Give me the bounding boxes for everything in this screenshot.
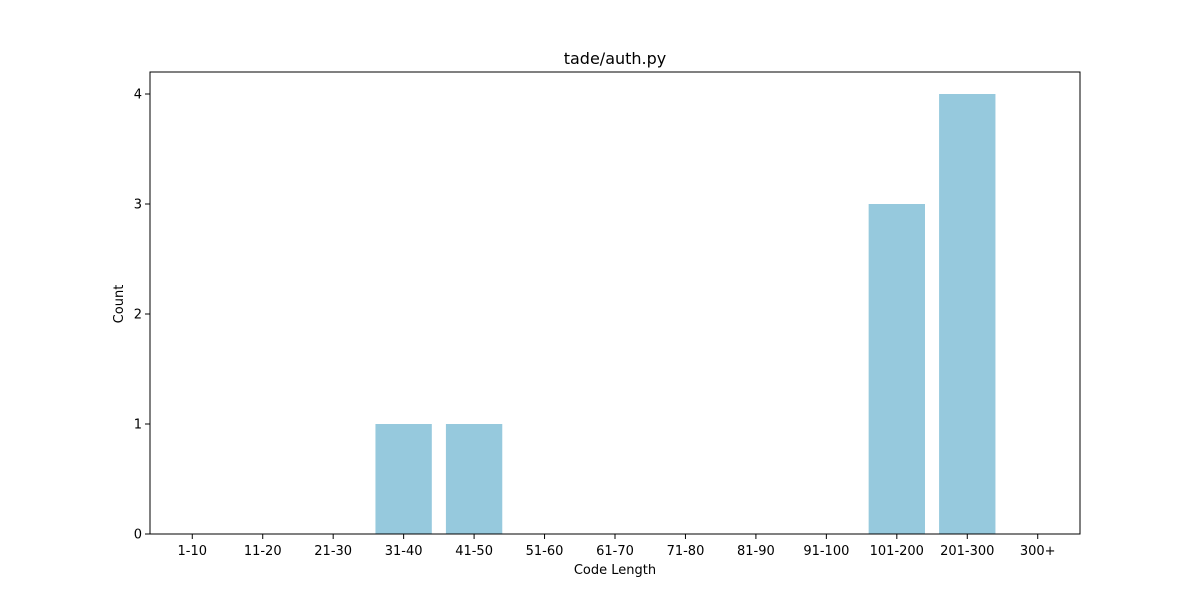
x-tick-label: 81-90: [737, 544, 775, 559]
x-tick-label: 11-20: [244, 544, 282, 559]
y-ticks-layer: 0 1 2 3 4: [134, 88, 150, 543]
x-tick-label: 21-30: [314, 544, 352, 559]
x-axis-label: Code Length: [574, 563, 656, 578]
bar-41-50: [445, 424, 503, 534]
bar-31-40: [375, 424, 432, 534]
bars-layer: [375, 94, 996, 534]
x-ticks-layer: 1-10 11-20 21-30 31-40 41-50 51-60 61-70 71-80 8…: [178, 534, 1056, 559]
y-axis-label: Count: [112, 285, 127, 324]
y-tick-label: 4: [134, 88, 142, 103]
y-tick-label: 3: [134, 198, 142, 213]
x-tick-label: 1-10: [178, 544, 208, 559]
x-tick-label: 31-40: [385, 544, 423, 559]
x-tick-label: 51-60: [526, 544, 564, 559]
x-tick-label: 61-70: [596, 544, 634, 559]
x-tick-label: 91-100: [803, 544, 849, 559]
y-tick-label: 2: [134, 308, 142, 323]
x-tick-label: 41-50: [455, 544, 493, 559]
y-tick-label: 0: [134, 528, 142, 543]
x-tick-label: 300+: [1020, 544, 1056, 559]
x-tick-label: 201-300: [940, 544, 994, 559]
x-tick-label: 101-200: [870, 544, 924, 559]
x-tick-label: 71-80: [667, 544, 705, 559]
y-tick-label: 1: [134, 418, 142, 433]
chart-title: tade/auth.py: [564, 49, 667, 68]
bar-201-300: [939, 94, 996, 534]
bar-101-200: [868, 204, 925, 534]
